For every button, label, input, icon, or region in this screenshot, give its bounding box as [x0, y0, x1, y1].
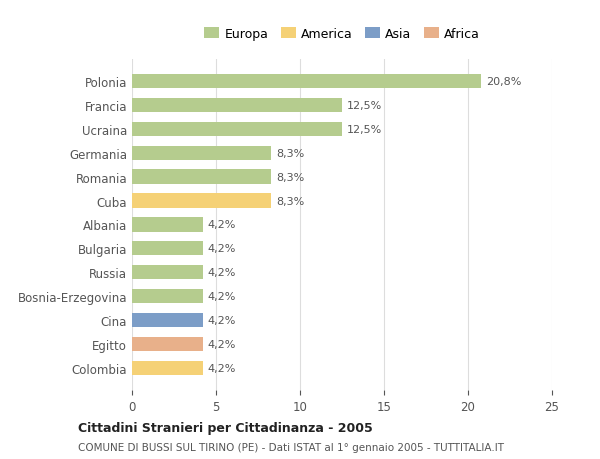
- Text: 4,2%: 4,2%: [208, 268, 236, 278]
- Bar: [132, 241, 203, 256]
- Bar: [132, 313, 203, 327]
- Text: 12,5%: 12,5%: [347, 124, 382, 134]
- Text: 4,2%: 4,2%: [208, 244, 236, 254]
- Bar: [132, 75, 481, 89]
- Text: 4,2%: 4,2%: [208, 291, 236, 302]
- Bar: [132, 361, 203, 375]
- Bar: [132, 194, 271, 208]
- Text: 8,3%: 8,3%: [277, 172, 305, 182]
- Bar: [132, 289, 203, 303]
- Text: Cittadini Stranieri per Cittadinanza - 2005: Cittadini Stranieri per Cittadinanza - 2…: [78, 421, 373, 435]
- Bar: [132, 337, 203, 351]
- Text: COMUNE DI BUSSI SUL TIRINO (PE) - Dati ISTAT al 1° gennaio 2005 - TUTTITALIA.IT: COMUNE DI BUSSI SUL TIRINO (PE) - Dati I…: [78, 442, 504, 452]
- Bar: [132, 146, 271, 161]
- Text: 20,8%: 20,8%: [487, 77, 522, 87]
- Text: 4,2%: 4,2%: [208, 363, 236, 373]
- Text: 4,2%: 4,2%: [208, 220, 236, 230]
- Legend: Europa, America, Asia, Africa: Europa, America, Asia, Africa: [199, 23, 485, 46]
- Bar: [132, 170, 271, 185]
- Bar: [132, 218, 203, 232]
- Text: 4,2%: 4,2%: [208, 315, 236, 325]
- Text: 8,3%: 8,3%: [277, 196, 305, 206]
- Bar: [132, 123, 342, 137]
- Bar: [132, 99, 342, 113]
- Text: 12,5%: 12,5%: [347, 101, 382, 111]
- Text: 4,2%: 4,2%: [208, 339, 236, 349]
- Bar: [132, 265, 203, 280]
- Text: 8,3%: 8,3%: [277, 148, 305, 158]
